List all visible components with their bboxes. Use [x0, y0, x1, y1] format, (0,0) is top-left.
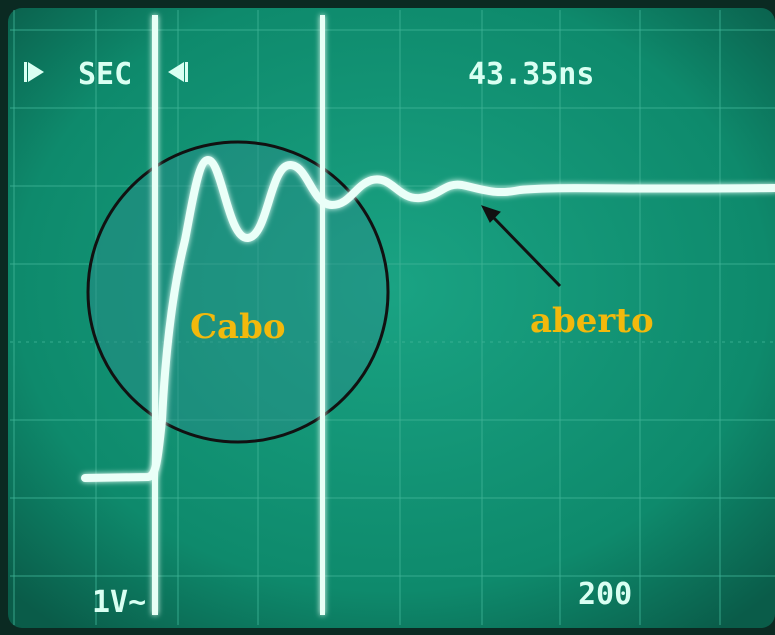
readout-sec: SEC — [78, 57, 132, 92]
waveform — [81, 155, 775, 482]
arrow-label: aberto — [530, 301, 654, 341]
readout-count: 200 — [578, 577, 632, 612]
sec-arrows — [24, 62, 188, 82]
readout-volts: 1V~ — [92, 585, 146, 620]
annotation-arrow — [481, 205, 562, 288]
cursor-line — [320, 15, 325, 615]
cursor-line — [152, 15, 158, 615]
cursors — [152, 15, 325, 615]
circle-label: Cabo — [190, 307, 286, 347]
readout-time: 43.35ns — [468, 57, 594, 92]
highlight-circle — [86, 140, 390, 444]
